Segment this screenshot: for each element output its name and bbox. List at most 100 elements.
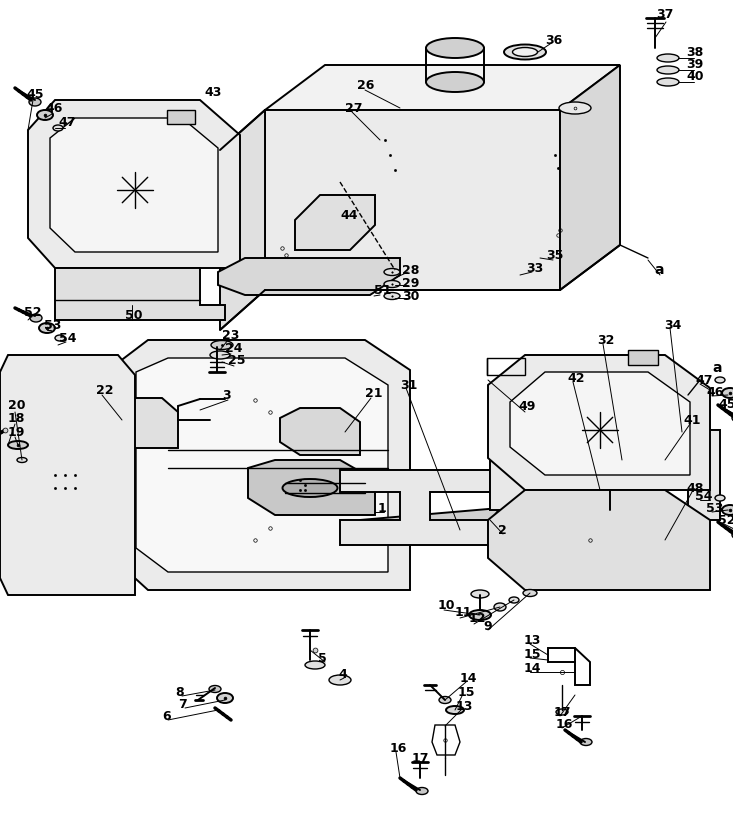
Text: 5: 5	[318, 652, 327, 664]
Polygon shape	[340, 470, 490, 545]
Text: 51: 51	[374, 283, 391, 296]
Polygon shape	[136, 358, 388, 572]
Ellipse shape	[305, 661, 325, 669]
Text: 41: 41	[683, 414, 701, 426]
Ellipse shape	[209, 686, 221, 692]
Polygon shape	[490, 450, 640, 510]
Polygon shape	[510, 372, 690, 475]
Ellipse shape	[53, 125, 63, 131]
Text: 17: 17	[412, 751, 430, 764]
Text: 30: 30	[402, 290, 419, 302]
Ellipse shape	[416, 787, 428, 795]
Text: 31: 31	[400, 378, 417, 392]
Ellipse shape	[29, 98, 41, 106]
Text: 16: 16	[390, 741, 408, 754]
Text: 16: 16	[556, 718, 573, 731]
Polygon shape	[108, 398, 178, 448]
Text: 25: 25	[228, 354, 246, 366]
Text: 33: 33	[526, 262, 543, 274]
Text: 46: 46	[45, 102, 62, 114]
Text: 54: 54	[59, 332, 76, 345]
Ellipse shape	[523, 589, 537, 597]
Ellipse shape	[439, 696, 451, 704]
Ellipse shape	[732, 414, 733, 422]
Ellipse shape	[55, 335, 65, 341]
Text: 10: 10	[438, 599, 455, 612]
Text: 15: 15	[524, 648, 542, 661]
Polygon shape	[50, 118, 218, 252]
Text: 49: 49	[518, 400, 535, 412]
Polygon shape	[560, 65, 620, 290]
Text: 7: 7	[178, 698, 187, 710]
Text: 1: 1	[378, 502, 387, 515]
Text: 26: 26	[357, 79, 375, 91]
Polygon shape	[628, 350, 658, 365]
Text: 17: 17	[554, 705, 572, 718]
Ellipse shape	[580, 739, 592, 745]
Text: 13: 13	[524, 634, 542, 646]
Polygon shape	[488, 490, 710, 590]
Ellipse shape	[217, 693, 233, 703]
Text: 46: 46	[706, 386, 723, 398]
Text: 48: 48	[686, 481, 704, 494]
Polygon shape	[488, 355, 710, 490]
Ellipse shape	[722, 505, 733, 515]
Polygon shape	[167, 110, 195, 124]
Text: 45: 45	[26, 88, 43, 100]
Polygon shape	[535, 490, 635, 535]
Text: 54: 54	[695, 489, 712, 502]
Text: 9: 9	[483, 620, 492, 632]
Text: 18: 18	[8, 411, 26, 424]
Ellipse shape	[722, 388, 733, 398]
Ellipse shape	[39, 323, 55, 333]
Ellipse shape	[657, 66, 679, 74]
Ellipse shape	[426, 38, 484, 58]
Ellipse shape	[384, 268, 400, 276]
Text: 14: 14	[460, 672, 477, 685]
Text: 47: 47	[58, 116, 75, 129]
Ellipse shape	[8, 441, 28, 449]
Polygon shape	[295, 195, 375, 250]
Ellipse shape	[384, 292, 400, 300]
Text: 3: 3	[222, 388, 231, 401]
Text: 39: 39	[686, 57, 703, 71]
Polygon shape	[220, 110, 265, 330]
Ellipse shape	[494, 603, 506, 611]
Ellipse shape	[30, 314, 42, 322]
Text: a: a	[654, 263, 663, 277]
Text: 23: 23	[222, 328, 240, 342]
Text: 20: 20	[8, 398, 26, 411]
Ellipse shape	[657, 78, 679, 86]
Text: 52: 52	[24, 305, 42, 319]
Text: 28: 28	[402, 264, 419, 277]
Ellipse shape	[657, 54, 679, 62]
Ellipse shape	[512, 48, 537, 57]
Text: 15: 15	[458, 686, 476, 699]
Text: 21: 21	[365, 387, 383, 400]
Ellipse shape	[715, 495, 725, 501]
Polygon shape	[248, 460, 375, 515]
Polygon shape	[115, 340, 410, 590]
Ellipse shape	[384, 281, 400, 287]
Ellipse shape	[282, 479, 337, 497]
Text: 22: 22	[96, 383, 114, 397]
Ellipse shape	[715, 377, 725, 383]
Text: 36: 36	[545, 34, 562, 47]
Polygon shape	[280, 408, 360, 455]
Ellipse shape	[426, 72, 484, 92]
Text: 37: 37	[656, 7, 674, 21]
Text: 53: 53	[706, 502, 723, 515]
Text: 38: 38	[686, 45, 703, 58]
Text: a: a	[712, 361, 721, 375]
Text: 40: 40	[686, 70, 704, 82]
Polygon shape	[355, 508, 500, 535]
Text: 53: 53	[44, 319, 62, 332]
Text: 2: 2	[498, 524, 507, 536]
Ellipse shape	[37, 110, 53, 120]
Text: 12: 12	[469, 612, 487, 625]
Text: 8: 8	[175, 686, 184, 699]
Text: 47: 47	[695, 374, 712, 387]
Text: 44: 44	[340, 209, 358, 222]
Text: 29: 29	[402, 277, 419, 290]
Ellipse shape	[556, 709, 568, 715]
